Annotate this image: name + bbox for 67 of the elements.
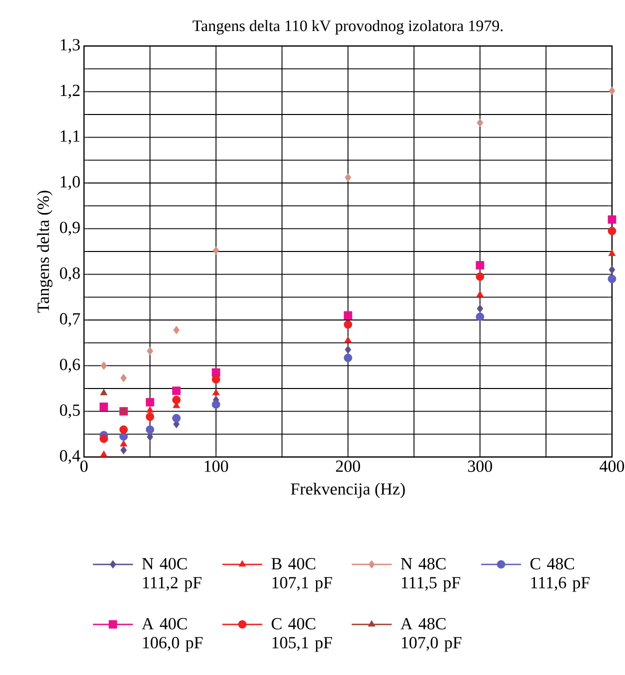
x-tick-label: 100 — [204, 460, 228, 472]
x-axis-title: Frekvencija (Hz) — [290, 482, 405, 498]
x-tick-label: 300 — [468, 460, 492, 472]
point — [476, 304, 484, 313]
y-tick-label: 0,9 — [60, 222, 80, 236]
point — [172, 386, 181, 395]
point — [172, 396, 181, 404]
point — [146, 412, 154, 422]
point — [119, 432, 128, 441]
point — [100, 402, 108, 411]
point — [476, 290, 484, 298]
x-tick-label: 0 — [80, 460, 88, 472]
point — [608, 250, 616, 256]
point — [172, 414, 181, 422]
y-tick-label: 1,2 — [60, 84, 80, 99]
point — [608, 274, 616, 284]
point — [100, 434, 108, 443]
point — [608, 215, 616, 224]
point — [100, 361, 107, 370]
point — [146, 406, 154, 413]
y-tick-label: 1,0 — [60, 176, 80, 190]
legend-label: N 40C 111,2 pF — [142, 558, 202, 592]
point — [608, 266, 616, 274]
y-tick-label: 0,5 — [60, 404, 80, 418]
point — [146, 398, 154, 406]
point — [344, 345, 352, 354]
point — [344, 336, 352, 343]
y-tick-label: 0,6 — [60, 358, 80, 373]
x-tick-label: 400 — [600, 460, 624, 472]
point — [173, 326, 180, 334]
point — [146, 425, 154, 434]
point — [120, 440, 128, 446]
point — [476, 272, 484, 281]
point — [100, 450, 108, 457]
point — [100, 388, 108, 396]
point — [476, 118, 484, 127]
point — [476, 312, 484, 321]
legend-label: C 40C 105,1 pF — [272, 618, 332, 652]
point — [120, 374, 127, 382]
point — [146, 432, 154, 442]
point — [212, 388, 220, 396]
point — [119, 425, 128, 434]
point — [344, 311, 352, 320]
point — [212, 375, 220, 384]
point — [212, 400, 220, 409]
legend-label: A 48C 107,0 pF — [400, 618, 462, 652]
point — [212, 246, 220, 255]
point — [344, 173, 352, 182]
y-tick-label: 0,7 — [60, 313, 80, 327]
point — [120, 446, 127, 454]
point — [476, 260, 484, 270]
x-tick-label: 200 — [336, 460, 360, 472]
point — [608, 86, 616, 95]
point — [344, 320, 352, 329]
y-tick-label: 0,4 — [60, 450, 80, 464]
legend-label: N 48C 111,5 pF — [400, 558, 460, 592]
y-tick-label: 1,1 — [60, 130, 80, 144]
point — [146, 346, 154, 356]
y-axis-title: Tangens delta (%) — [37, 190, 52, 313]
point — [608, 226, 616, 236]
legend-label: C 48C 111,6 pF — [530, 558, 590, 592]
y-tick-label: 1,3 — [60, 39, 80, 53]
legend-label: A 40C 106,0 pF — [142, 618, 203, 652]
chart-title: Tangens delta 110 kV provodnog izolatora 1979. — [192, 20, 503, 34]
legend-label: B 40C 107,1 pF — [271, 558, 332, 592]
y-tick-label: 0,8 — [60, 267, 80, 282]
point — [344, 354, 352, 362]
